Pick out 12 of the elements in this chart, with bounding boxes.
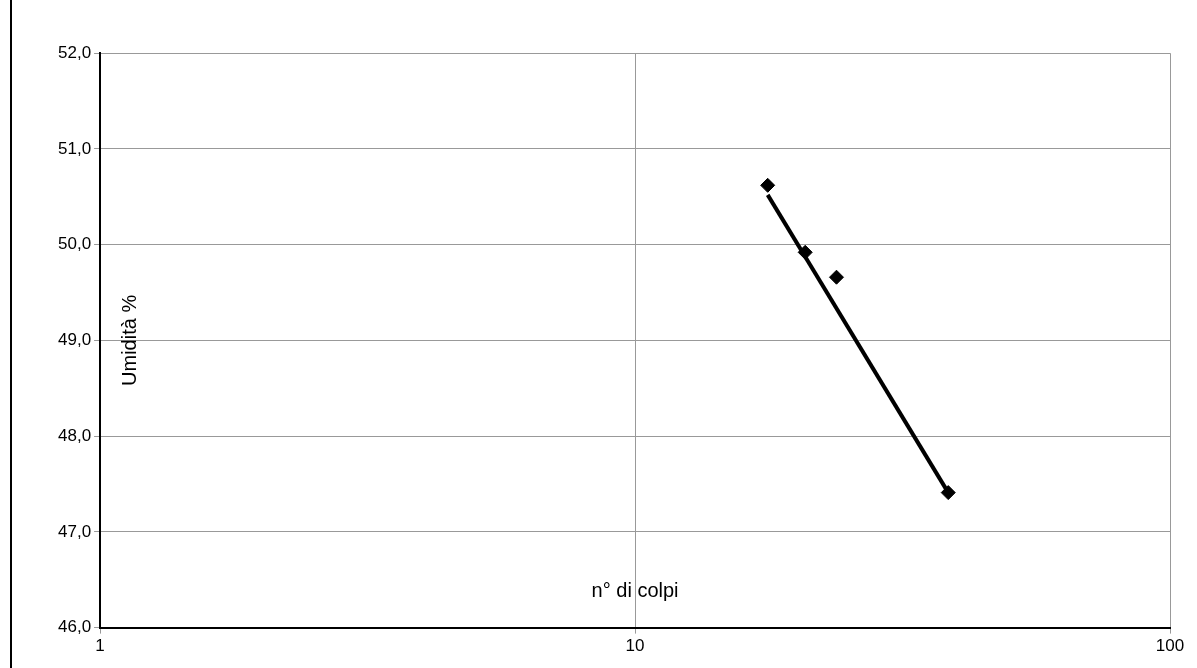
y-tick-label: 49,0 — [57, 330, 92, 350]
x-tick-label: 1 — [95, 636, 105, 656]
x-tick-label: 100 — [1155, 636, 1185, 656]
y-tick-label: 52,0 — [57, 42, 92, 62]
y-tick-label: 50,0 — [57, 234, 92, 254]
y-tick-label: 47,0 — [57, 521, 92, 541]
y-tick-label: 48,0 — [57, 425, 92, 445]
y-tick-label: 46,0 — [57, 617, 92, 637]
y-tick-label: 51,0 — [57, 138, 92, 158]
x-axis-title: n° di colpi — [591, 579, 679, 602]
x-tick-label: 10 — [625, 636, 645, 656]
y-axis-title: Umidità % — [117, 294, 140, 386]
